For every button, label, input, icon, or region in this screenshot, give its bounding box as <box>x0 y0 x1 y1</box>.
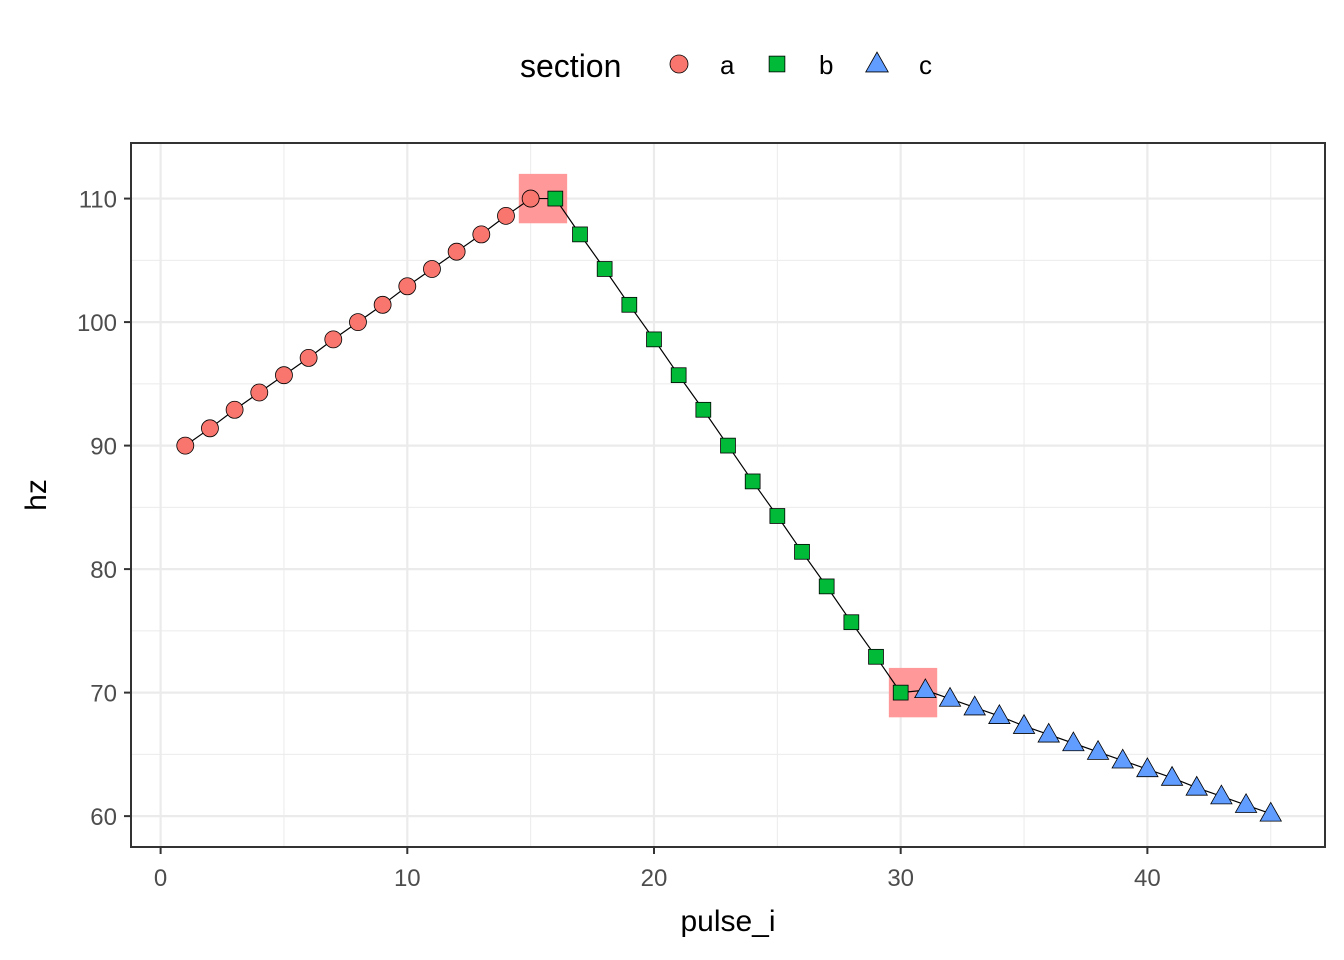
panel-border <box>130 142 1326 848</box>
legend-label-b: b <box>819 50 833 80</box>
data-point-c <box>1111 748 1135 769</box>
legend-label-c: c <box>919 50 932 80</box>
data-point-a <box>324 330 343 349</box>
data-point-a <box>447 242 466 261</box>
data-point-a <box>472 225 491 244</box>
y-axis-title: hz <box>20 479 53 511</box>
series-line <box>184 197 1271 815</box>
y-tick-label: 100 <box>77 310 117 337</box>
axis-ticks: 0 10 20 30 40 60 70 80 90 100 110 <box>77 187 1161 892</box>
x-tick-label: 30 <box>887 865 914 892</box>
data-point-a <box>201 419 219 438</box>
data-point-b <box>596 261 613 277</box>
data-point-b <box>572 226 588 243</box>
data-point-b <box>843 614 860 631</box>
legend-label-a: a <box>720 50 735 80</box>
data-points <box>176 189 1283 822</box>
x-tick-label: 0 <box>154 865 167 892</box>
data-point-a <box>497 206 515 225</box>
data-point-b <box>769 508 786 524</box>
y-tick-label: 90 <box>90 434 117 461</box>
data-point-b <box>646 331 662 348</box>
data-point-b <box>547 190 564 207</box>
x-tick-label: 20 <box>641 865 668 892</box>
legend: section a b c <box>520 48 932 84</box>
data-point-b <box>621 296 638 313</box>
data-point-b <box>794 543 810 560</box>
legend-key-a <box>669 54 689 74</box>
data-point-c <box>1259 801 1283 822</box>
data-point-b <box>695 401 712 418</box>
data-point-c <box>1062 731 1085 752</box>
data-point-c <box>1185 775 1209 796</box>
data-point-c <box>1086 739 1110 760</box>
data-point-c <box>963 695 987 716</box>
data-point-b <box>818 578 835 595</box>
data-point-c <box>1012 713 1036 734</box>
data-point-b <box>892 684 909 701</box>
data-point-b <box>744 473 761 490</box>
y-tick-label: 60 <box>90 804 117 831</box>
data-point-a <box>275 366 293 385</box>
data-point-a <box>423 260 441 278</box>
y-tick-label: 110 <box>79 187 117 214</box>
data-point-a <box>250 383 269 402</box>
data-point-c <box>938 686 962 707</box>
y-tick-label: 80 <box>90 557 117 584</box>
data-point-a <box>398 277 417 296</box>
data-point-b <box>670 367 687 384</box>
x-tick-label: 10 <box>394 865 421 892</box>
data-point-c <box>1160 765 1184 786</box>
data-point-b <box>720 437 736 454</box>
data-point-b <box>868 648 884 665</box>
data-point-a <box>349 313 367 331</box>
data-point-c <box>914 678 937 699</box>
data-point-a <box>225 400 244 419</box>
data-point-c <box>1037 722 1061 743</box>
data-point-a <box>299 349 318 367</box>
y-tick-label: 70 <box>90 681 117 708</box>
data-point-a <box>373 295 392 314</box>
grid <box>131 143 1325 847</box>
x-axis-title: pulse_i <box>680 905 775 938</box>
legend-key-b <box>768 55 786 73</box>
legend-title: section <box>520 48 621 84</box>
data-point-a <box>521 189 540 208</box>
x-tick-label: 40 <box>1134 865 1161 892</box>
data-point-c <box>988 704 1011 724</box>
data-point-c <box>1210 784 1233 805</box>
data-point-a <box>176 436 195 455</box>
data-point-c <box>1136 757 1159 778</box>
series-lines <box>184 197 1271 815</box>
legend-entries: a b c <box>669 50 932 80</box>
legend-key-c <box>865 51 889 73</box>
data-point-c <box>1234 792 1258 813</box>
